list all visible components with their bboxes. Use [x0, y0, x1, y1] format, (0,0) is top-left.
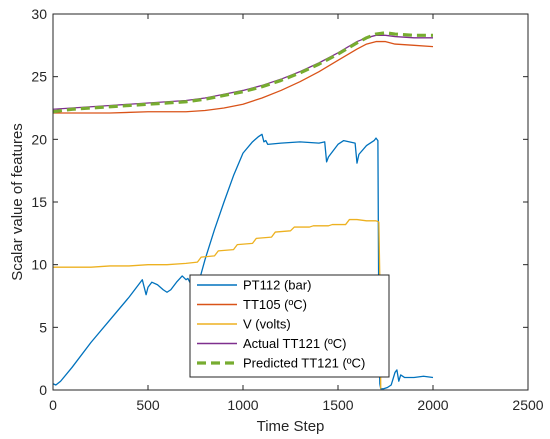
x-tick-label: 2500 — [512, 397, 543, 413]
y-tick-label: 15 — [31, 194, 47, 210]
y-tick-label: 25 — [31, 69, 47, 85]
series-line-5 — [52, 31, 433, 114]
series-line-3 — [53, 218, 382, 389]
y-axis-label: Scalar value of features — [9, 123, 26, 281]
y-tick-label: 20 — [31, 131, 47, 147]
x-tick-label: 0 — [49, 397, 57, 413]
legend-label: PT112 (bar) — [243, 278, 311, 293]
x-tick-label: 1500 — [322, 397, 353, 413]
legend-label: Actual TT121 (ºC) — [243, 336, 347, 351]
series-line-1 — [52, 133, 434, 390]
y-tick-label: 10 — [31, 257, 47, 273]
y-axis-ticks: 0 5 10 15 20 25 30 — [31, 6, 528, 398]
legend-label: TT105 (ºC) — [243, 297, 307, 312]
x-axis-label: Time Step — [257, 418, 325, 435]
y-tick-label: 0 — [39, 382, 47, 398]
x-axis-ticks: 0 500 1000 1500 2000 2500 — [49, 14, 544, 413]
x-tick-label: 2000 — [417, 397, 448, 413]
series-layer — [52, 31, 434, 390]
y-tick-label: 5 — [39, 319, 47, 335]
x-tick-label: 1000 — [227, 397, 258, 413]
legend-box — [189, 274, 390, 378]
series-line-2 — [53, 40, 434, 114]
legend-label: Predicted TT121 (ºC) — [243, 356, 365, 371]
x-tick-label: 500 — [136, 397, 160, 413]
legend-label: V (volts) — [243, 317, 291, 332]
legend: PT112 (bar) TT105 (ºC) V (volts) Actual TT1… — [189, 274, 390, 378]
y-tick-label: 30 — [31, 6, 47, 22]
